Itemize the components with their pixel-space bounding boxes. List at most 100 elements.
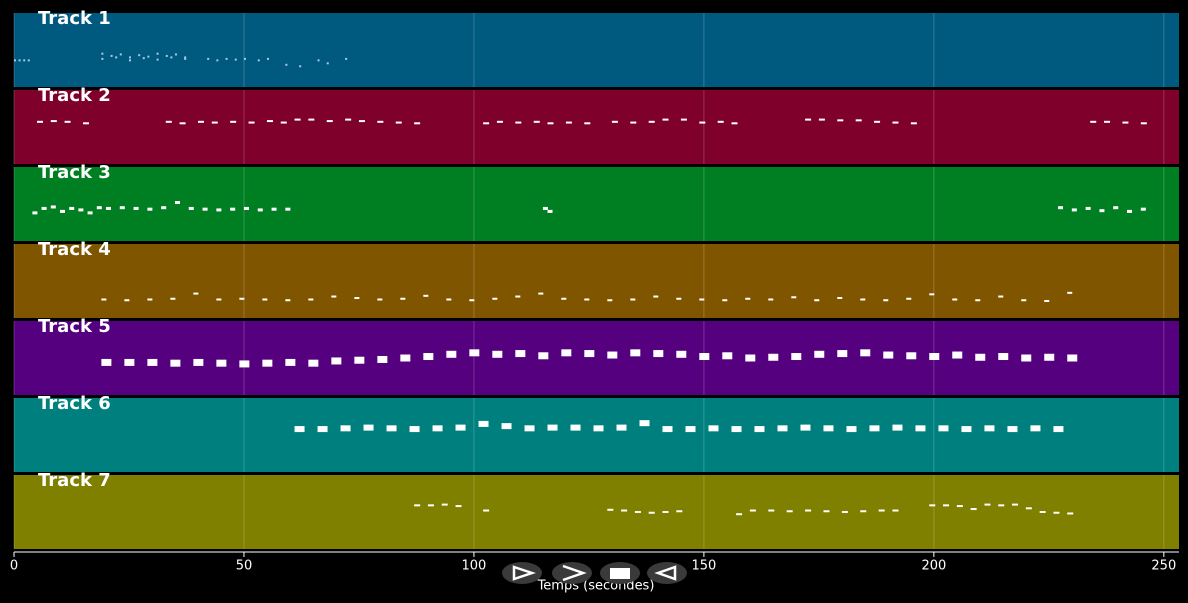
note — [648, 120, 655, 123]
note — [170, 56, 173, 59]
track-label: Track 4 — [38, 239, 111, 260]
note — [294, 426, 305, 433]
note — [1067, 512, 1074, 515]
note — [64, 120, 71, 123]
track-label: Track 2 — [38, 85, 111, 106]
note — [1044, 353, 1055, 361]
note — [786, 510, 793, 513]
note — [386, 425, 397, 432]
note — [317, 59, 320, 62]
note — [676, 297, 682, 300]
note — [128, 59, 131, 62]
note — [956, 505, 963, 508]
note — [984, 425, 995, 432]
note — [32, 211, 38, 215]
note — [1053, 426, 1064, 433]
track-band — [14, 13, 1179, 87]
note — [570, 424, 581, 431]
note — [892, 424, 903, 431]
note — [124, 358, 135, 366]
note — [837, 119, 844, 122]
note — [455, 505, 462, 508]
note — [257, 208, 263, 212]
note — [998, 295, 1004, 298]
note — [680, 118, 687, 121]
note — [584, 122, 591, 125]
stop-button[interactable] — [600, 562, 640, 584]
note — [239, 360, 250, 368]
note — [883, 351, 894, 359]
note — [165, 54, 168, 57]
note — [455, 424, 466, 431]
note — [538, 292, 544, 295]
note — [285, 299, 291, 302]
note — [248, 121, 255, 124]
note — [1039, 511, 1046, 513]
note — [1090, 120, 1097, 123]
note — [271, 207, 277, 211]
note — [243, 57, 246, 60]
note — [101, 57, 104, 60]
note — [174, 201, 180, 205]
note — [662, 511, 669, 513]
note — [855, 119, 862, 122]
note — [1053, 511, 1060, 514]
note — [630, 121, 637, 124]
note — [184, 57, 187, 60]
note — [101, 52, 104, 55]
x-tick-label: 0 — [10, 559, 18, 574]
note — [147, 207, 153, 211]
note — [878, 509, 885, 512]
note — [768, 353, 779, 361]
note — [1007, 426, 1018, 433]
note — [216, 59, 219, 62]
note — [216, 298, 222, 301]
note — [846, 426, 857, 433]
note — [170, 359, 181, 367]
note — [892, 121, 899, 124]
note — [1140, 122, 1147, 125]
note — [1058, 206, 1064, 210]
note — [138, 54, 141, 57]
note — [216, 359, 227, 367]
note — [952, 298, 958, 301]
note — [492, 350, 503, 358]
note — [414, 504, 421, 507]
note — [805, 118, 812, 121]
note — [662, 118, 669, 121]
back-button[interactable] — [647, 562, 687, 584]
note — [533, 120, 540, 123]
note — [308, 118, 315, 121]
note — [285, 358, 296, 366]
note — [174, 53, 177, 56]
note — [119, 53, 122, 56]
play-button[interactable] — [502, 562, 542, 584]
note — [496, 120, 503, 123]
note — [96, 206, 102, 210]
note — [662, 426, 673, 433]
note — [317, 426, 328, 433]
note — [915, 425, 926, 432]
note — [377, 120, 384, 123]
note — [607, 299, 613, 302]
note — [547, 209, 553, 213]
note — [128, 56, 131, 59]
note — [354, 297, 360, 300]
note — [36, 120, 43, 123]
note — [961, 426, 972, 433]
note — [975, 353, 986, 361]
note — [156, 52, 159, 55]
note — [50, 120, 57, 123]
note — [676, 350, 687, 358]
note — [823, 510, 830, 513]
note — [616, 424, 627, 431]
note — [87, 211, 93, 215]
note — [1104, 120, 1111, 123]
forward-button[interactable] — [552, 562, 592, 584]
note — [676, 510, 683, 513]
note — [308, 298, 314, 301]
note — [653, 295, 659, 298]
note — [423, 353, 434, 361]
note — [745, 354, 756, 362]
note — [432, 425, 443, 432]
